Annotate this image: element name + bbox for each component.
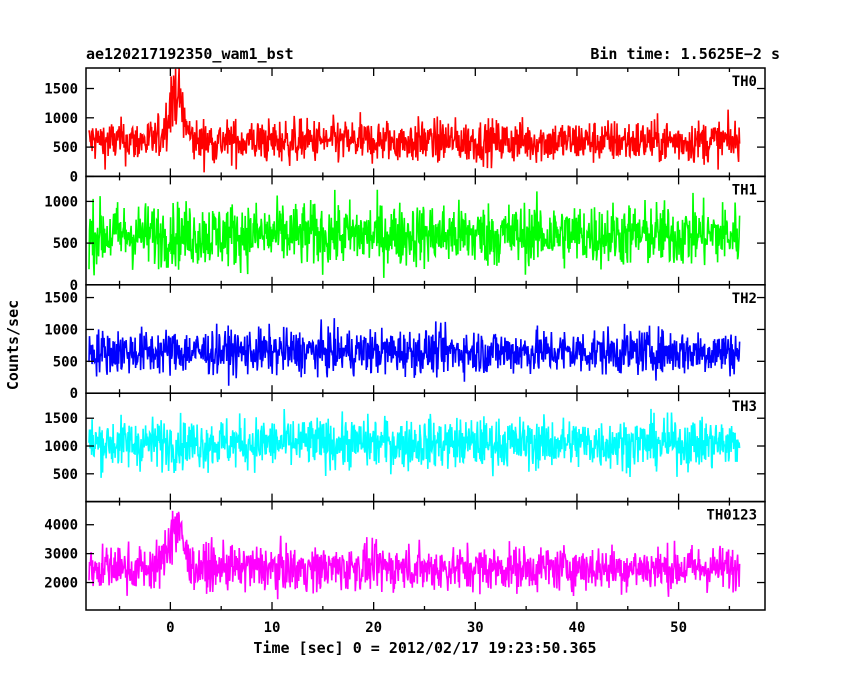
panel-label: TH2 [732,291,757,307]
x-axis-label: Time [sec] 0 = 2012/02/17 19:23:50.365 [253,639,596,657]
y-tick-label: 1000 [44,439,78,455]
x-tick-label: 30 [467,620,484,636]
x-tick-label: 0 [166,620,174,636]
x-tick-label: 50 [670,620,687,636]
y-tick-label: 2000 [44,576,78,592]
x-tick-label: 10 [264,620,281,636]
panel-label: TH3 [732,399,757,415]
y-tick-label: 1500 [44,291,78,307]
series-th2 [88,318,741,386]
y-tick-label: 0 [70,169,78,185]
y-tick-label: 500 [53,354,78,370]
panel-frame [85,67,766,178]
y-tick-label: 500 [53,236,78,252]
y-tick-label: 1500 [44,82,78,98]
series-th0 [88,68,741,173]
panel-label: TH0123 [706,508,757,524]
y-tick-label: 1000 [44,111,78,127]
series-th0123 [88,510,741,600]
y-axis-label: Counts/sec [4,300,22,390]
x-tick-label: 40 [569,620,586,636]
panel-th3: 500 1000 1500 TH3 [44,392,766,503]
y-tick-label: 4000 [44,518,78,534]
panel-th1: 0 500 1000 TH1 [44,175,766,294]
panel-frame [85,500,766,611]
y-tick-label: 3000 [44,547,78,563]
y-tick-label: 500 [53,140,78,156]
chart-title-left: ae120217192350_wam1_bst [86,45,294,63]
panel-th0123: 2000 3000 4000 TH0123 [44,500,766,611]
y-tick-label: 0 [70,386,78,402]
y-tick-label: 1000 [44,322,78,338]
chart-title-right: Bin time: 1.5625E−2 s [590,45,780,63]
panel-label: TH0 [732,74,757,90]
x-axis: 0 10 20 30 40 50 [166,620,687,636]
series-th3 [88,408,741,478]
y-tick-label: 0 [70,278,78,294]
x-tick-label: 20 [365,620,382,636]
panels-group: 0 500 1000 1500 TH0 0 500 1000 TH1 0 500 1000 1500 TH… [44,67,766,611]
y-tick-label: 1000 [44,194,78,210]
y-tick-label: 1500 [44,411,78,427]
panel-th0: 0 500 1000 1500 TH0 [44,67,766,185]
series-th1 [88,189,741,278]
panel-label: TH1 [732,182,757,198]
y-tick-label: 500 [53,467,78,483]
panel-th2: 0 500 1000 1500 TH2 [44,284,766,402]
